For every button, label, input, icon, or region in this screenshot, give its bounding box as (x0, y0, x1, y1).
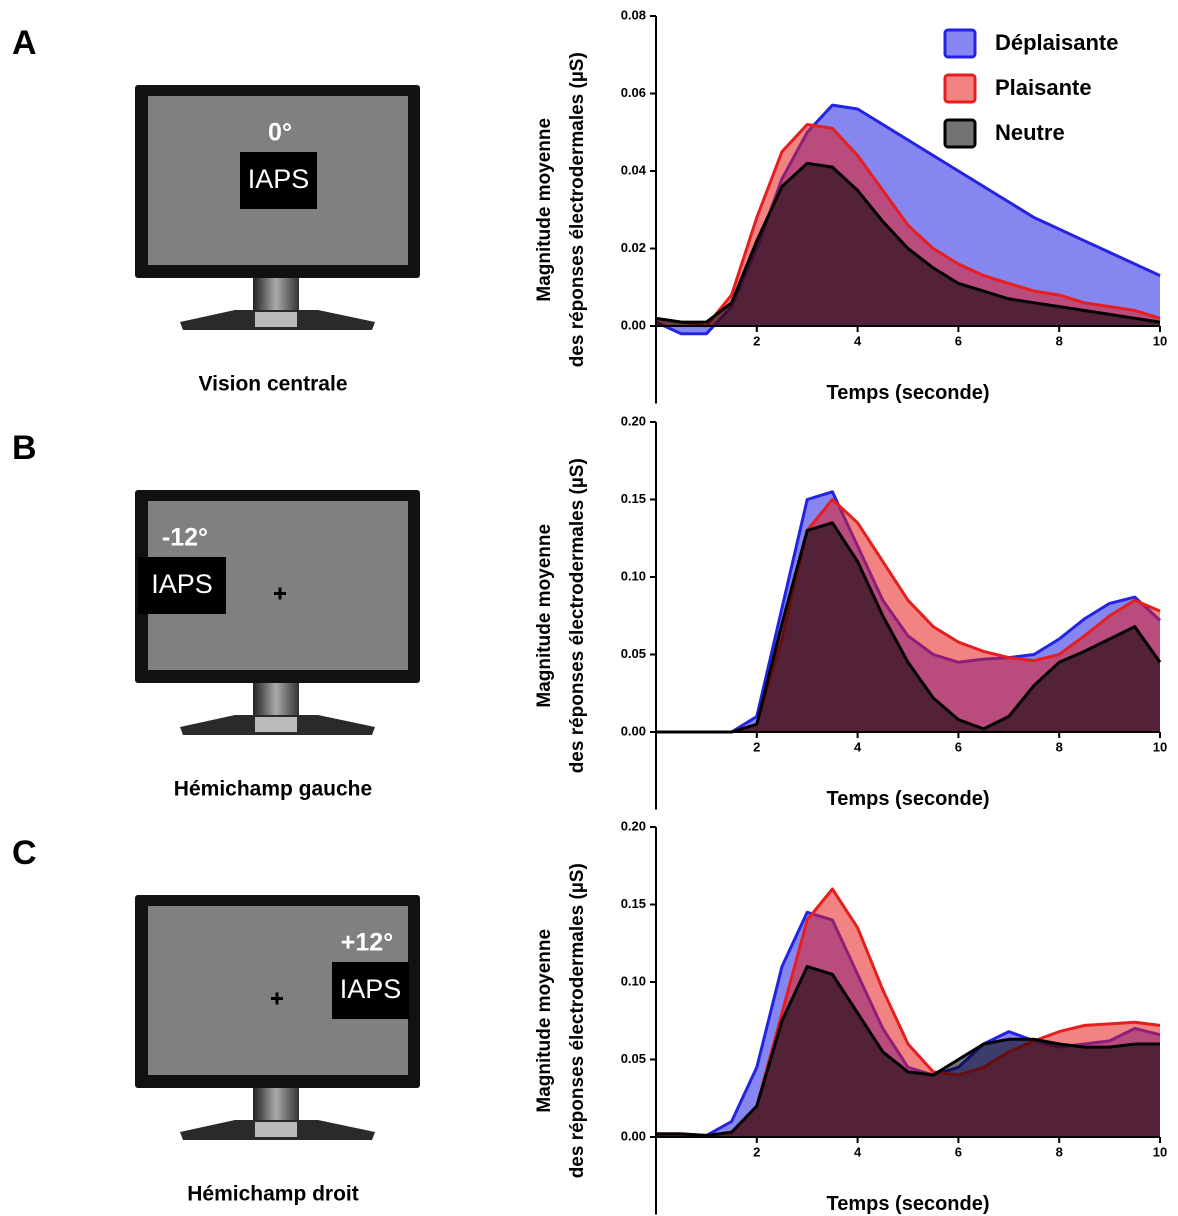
y-axis-title: des réponses électrodermales (µS) (567, 863, 588, 1178)
angle-label: +12° (341, 929, 393, 957)
y-tick-label: 0.04 (621, 162, 647, 177)
y-tick-label: 0.10 (621, 568, 646, 583)
stimulus-box (240, 152, 317, 209)
panel-letter: C (12, 834, 37, 872)
x-tick-label: 8 (1056, 333, 1063, 348)
legend-label: Déplaisante (995, 30, 1119, 55)
panel-letter: B (12, 429, 37, 467)
x-axis-title: Temps (seconde) (827, 788, 990, 810)
monitor-base-center (255, 1122, 297, 1137)
caption: Vision centrale (198, 373, 347, 396)
x-tick-label: 6 (955, 1144, 962, 1159)
x-tick-label: 2 (753, 1144, 760, 1159)
stimulus-label: IAPS (248, 164, 310, 194)
x-tick-label: 2 (753, 333, 760, 348)
y-tick-label: 0.05 (621, 646, 646, 661)
stimulus-label: IAPS (340, 974, 402, 1004)
fixation-cross (275, 992, 279, 1005)
y-tick-label: 0.00 (621, 317, 646, 332)
stimulus-box (332, 962, 409, 1019)
series-area (656, 966, 1160, 1137)
stimulus-label: IAPS (151, 569, 213, 599)
x-tick-label: 8 (1056, 739, 1063, 754)
x-tick-label: 4 (854, 333, 862, 348)
x-tick-label: 4 (854, 739, 862, 754)
y-tick-label: 0.15 (621, 896, 646, 911)
y-tick-label: 0.00 (621, 723, 646, 738)
monitor-base-center (255, 312, 297, 327)
x-tick-label: 6 (955, 739, 962, 754)
series-line (656, 965, 1160, 1137)
series-line (656, 521, 1162, 734)
stimulus-box (138, 557, 226, 614)
x-tick-label: 8 (1056, 1144, 1063, 1159)
series-line (655, 161, 1161, 324)
chart: 0.00 0.05 0.10 0.15 0.20 2 4 6 8 10 Temps (seconde… (534, 413, 1167, 809)
legend-swatch (943, 118, 977, 149)
y-axis-title: des réponses électrodermales (µS) (567, 52, 588, 367)
series-area (656, 163, 1160, 326)
angle-label: 0° (268, 119, 292, 147)
y-tick-label: 0.20 (621, 818, 646, 833)
y-tick-label: 0.00 (621, 1128, 646, 1143)
legend-label: Plaisante (995, 75, 1092, 100)
y-tick-label: 0.06 (621, 85, 646, 100)
x-axis-title: Temps (seconde) (827, 382, 990, 404)
legend-label: Neutre (995, 120, 1065, 145)
x-tick-label: 10 (1153, 333, 1167, 348)
fixation-cross (278, 587, 282, 600)
monitor-base-center (255, 717, 297, 732)
caption: Hémichamp gauche (174, 778, 372, 801)
y-tick-label: 0.15 (621, 491, 646, 506)
y-tick-label: 0.02 (621, 240, 646, 255)
x-tick-label: 10 (1153, 1144, 1167, 1159)
y-axis-title: Magnitude moyenne (534, 929, 555, 1113)
panel-letter: A (12, 24, 37, 62)
series-line (655, 123, 1161, 328)
x-tick-label: 10 (1153, 739, 1167, 754)
legend-swatch (943, 73, 977, 104)
y-tick-label: 0.10 (621, 973, 646, 988)
chart: 0.00 0.05 0.10 0.15 0.20 2 4 6 8 10 Temps (seconde… (534, 818, 1167, 1214)
x-tick-label: 2 (753, 739, 760, 754)
y-tick-label: 0.20 (621, 413, 646, 428)
y-tick-label: 0.08 (621, 7, 646, 22)
y-axis-title: Magnitude moyenne (534, 524, 555, 708)
x-tick-label: 6 (955, 333, 962, 348)
x-tick-label: 4 (854, 1144, 862, 1159)
monitor-neck (253, 278, 299, 312)
y-axis-title: Magnitude moyenne (534, 118, 555, 302)
caption: Hémichamp droit (187, 1183, 359, 1206)
legend-swatch (943, 28, 977, 59)
angle-label: -12° (162, 524, 208, 552)
monitor-neck (253, 1088, 299, 1122)
x-axis-title: Temps (seconde) (827, 1193, 990, 1215)
monitor-neck (253, 683, 299, 717)
series-area (656, 522, 1160, 732)
y-axis-title: des réponses électrodermales (µS) (567, 458, 588, 773)
y-tick-label: 0.05 (621, 1051, 646, 1066)
chart: 0.00 0.02 0.04 0.06 0.08 2 4 6 8 10 Temps (seconde… (534, 7, 1167, 403)
